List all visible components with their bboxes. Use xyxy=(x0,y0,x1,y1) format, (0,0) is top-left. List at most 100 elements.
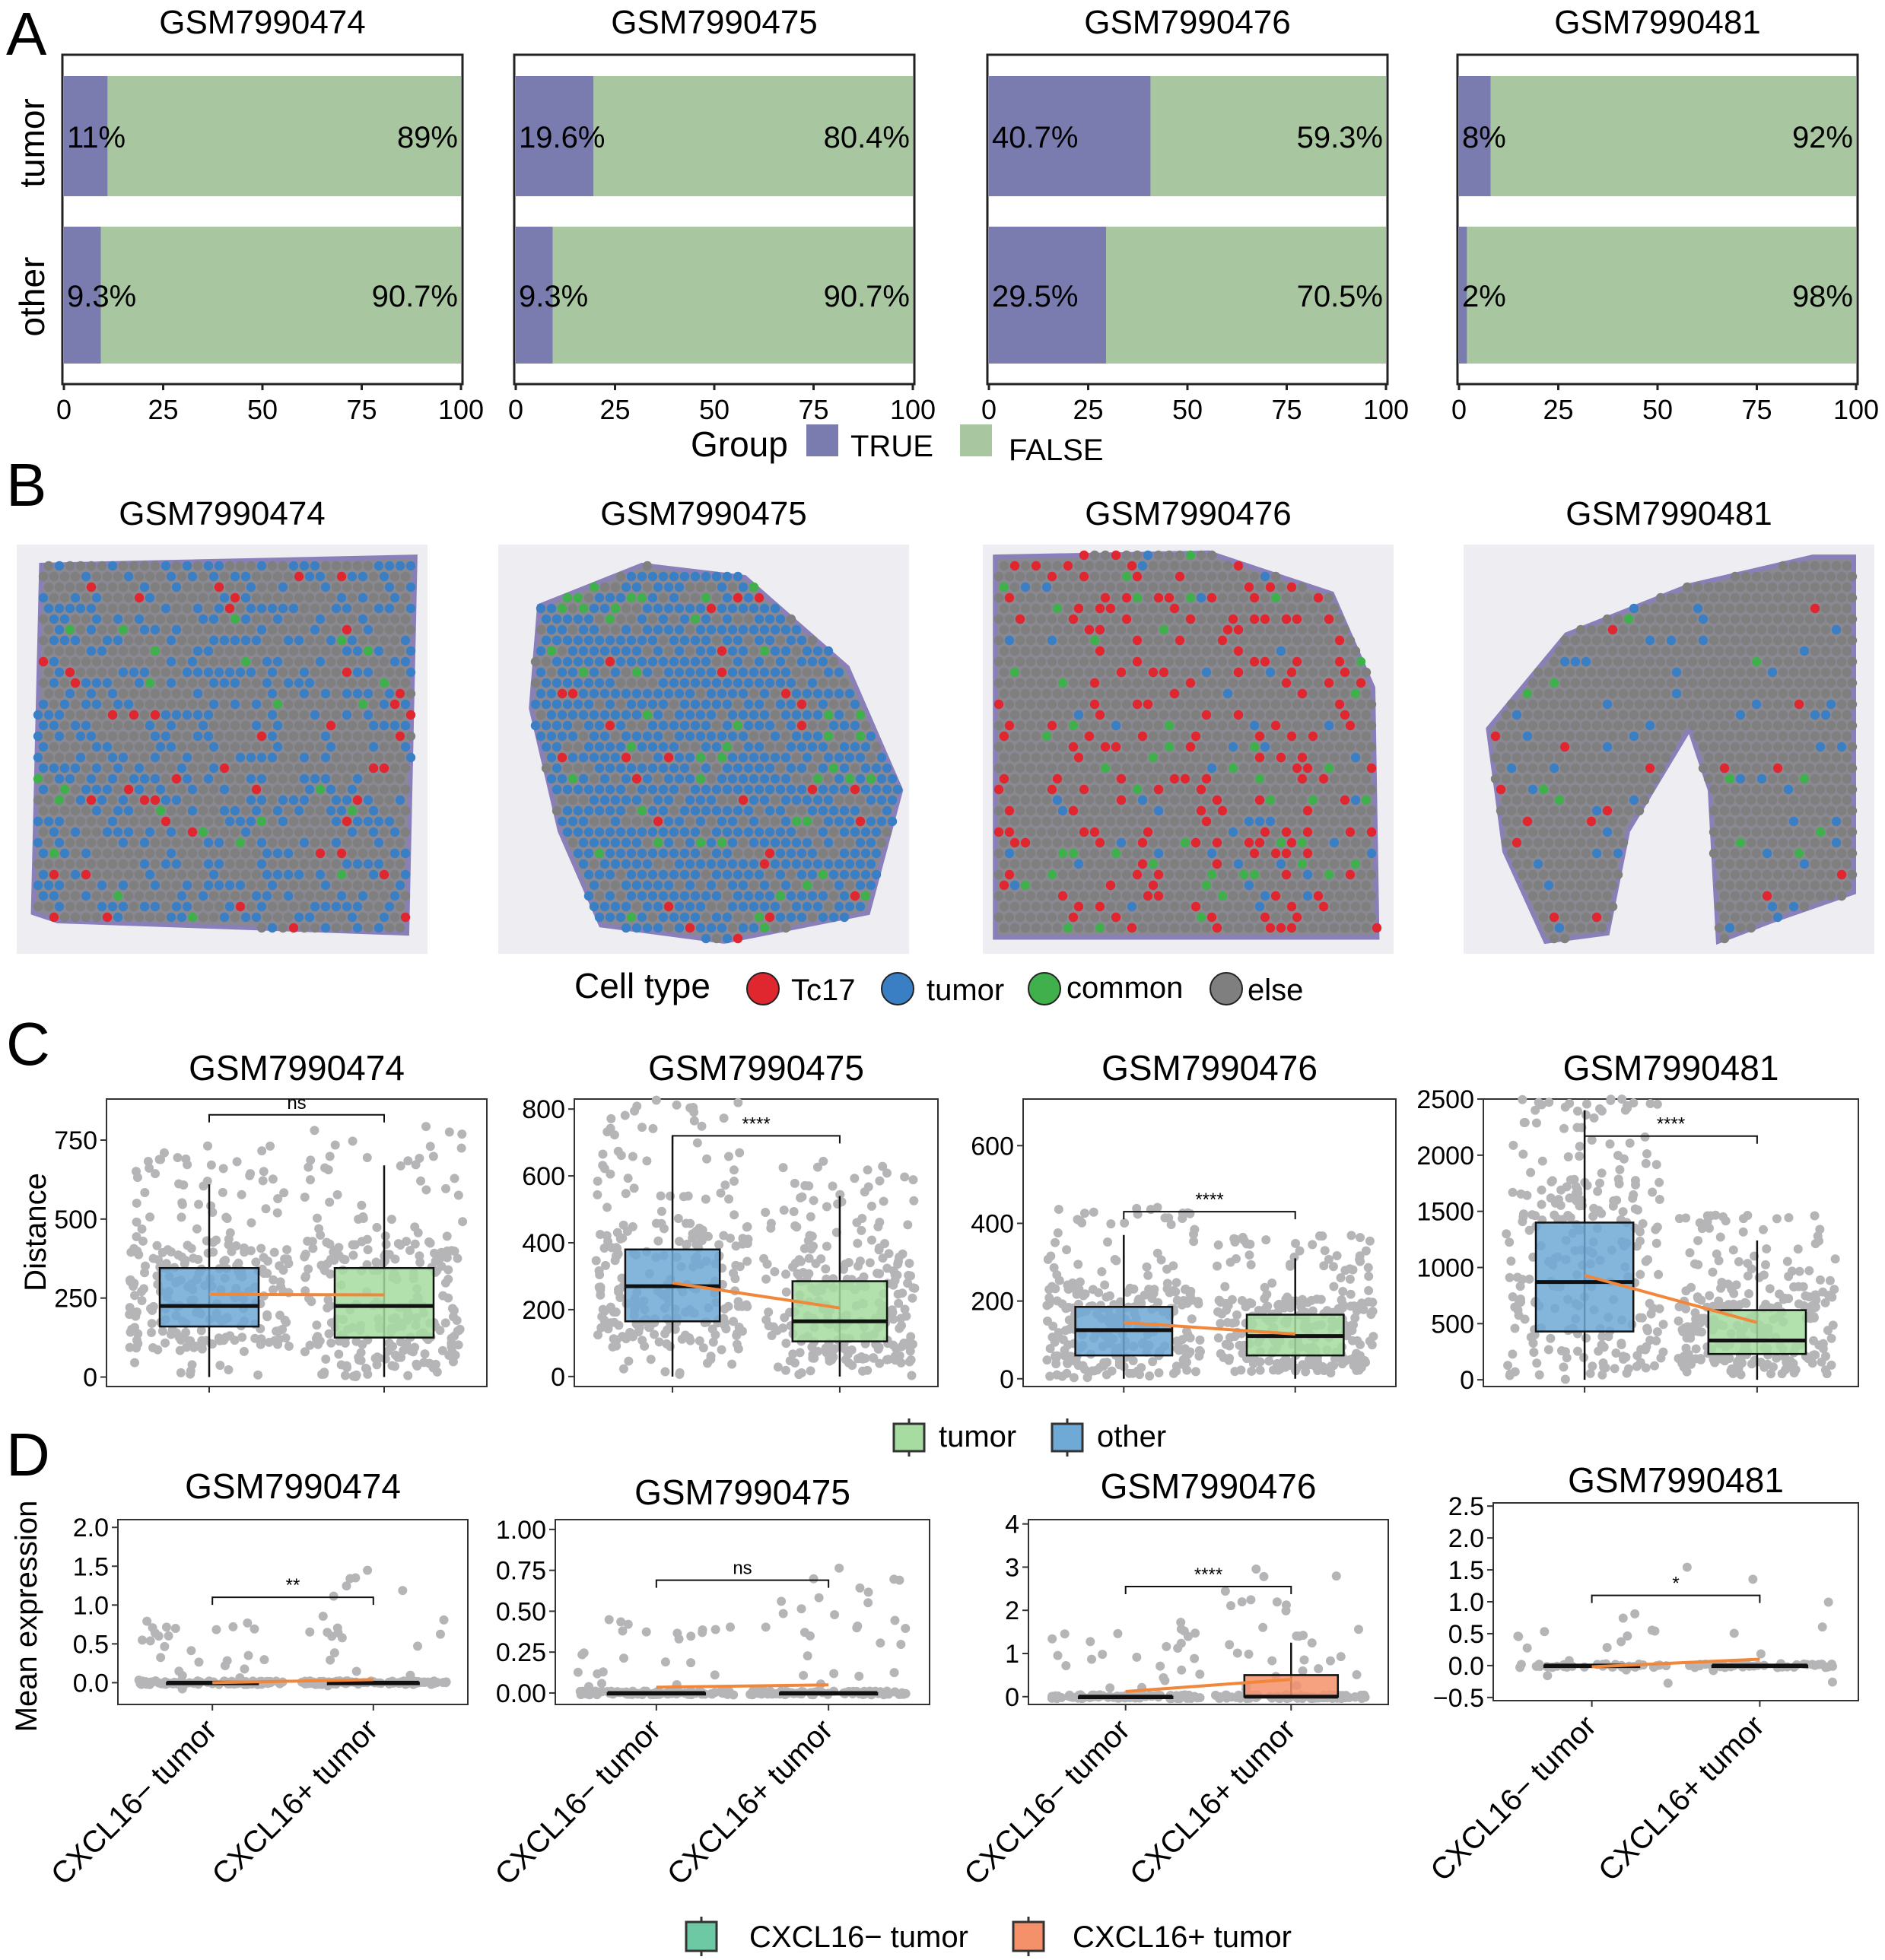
b-spot-tumor xyxy=(123,827,134,837)
b-spot-else xyxy=(123,635,134,646)
b-spot-else xyxy=(1020,752,1031,763)
b-spot-else xyxy=(706,816,717,827)
c-point xyxy=(173,1153,183,1163)
b-spot-tc17 xyxy=(1068,742,1079,752)
b-spot-tumor xyxy=(262,656,272,667)
b-spot-else xyxy=(347,848,358,859)
a-label-false: 59.3% xyxy=(1297,121,1383,154)
b-spot-tc17 xyxy=(352,795,363,805)
b-spot-else xyxy=(1047,763,1057,774)
c-point xyxy=(326,1254,335,1264)
b-spot-else xyxy=(1095,561,1105,571)
c-point xyxy=(716,1188,726,1198)
b-spot-else xyxy=(1538,720,1549,731)
a-label-true: 8% xyxy=(1462,121,1506,154)
b-spot-else xyxy=(1105,667,1116,678)
b-spot-else xyxy=(1201,624,1212,635)
b-spot-else xyxy=(1703,710,1714,720)
b-spot-tc17 xyxy=(1116,667,1127,678)
b-spot-tc17 xyxy=(65,667,75,678)
b-spot-tc17 xyxy=(326,720,336,731)
b-spot-tc17 xyxy=(1302,848,1313,859)
b-spot-common xyxy=(1350,859,1361,869)
b-spot-else xyxy=(1522,795,1533,805)
b-spot-tumor xyxy=(647,784,658,795)
b-spot-tc17 xyxy=(855,816,866,827)
b-spot-else xyxy=(1842,624,1852,635)
b-spot-tumor xyxy=(759,603,770,614)
b-spot-else xyxy=(1794,635,1804,646)
b-spot-else xyxy=(1538,763,1549,774)
b-spot-else xyxy=(182,795,192,805)
b-spot-else xyxy=(81,805,91,816)
b-spot-tumor xyxy=(594,805,605,816)
b-spot-tumor xyxy=(91,614,102,624)
b-spot-tumor xyxy=(738,667,749,678)
b-spot-else xyxy=(1244,923,1254,933)
b-spot-else xyxy=(49,592,59,603)
b-spot-else xyxy=(1714,646,1724,656)
c-point xyxy=(148,1342,158,1352)
b-spot-else xyxy=(631,816,642,827)
b-spot-else xyxy=(1238,763,1249,774)
b-spot-tumor xyxy=(557,731,567,742)
b-spot-tumor xyxy=(283,635,294,646)
b-spot-else xyxy=(1575,667,1586,678)
b-spot-else xyxy=(1565,731,1575,742)
b-spot-else xyxy=(637,678,647,688)
b-spot-else xyxy=(1724,603,1735,614)
b-spot-tumor xyxy=(54,667,65,678)
b-spot-else xyxy=(363,923,374,933)
b-spot-else xyxy=(310,859,320,869)
b-spot-else xyxy=(1084,816,1095,827)
b-spot-tumor xyxy=(1645,635,1655,646)
b-spot-else xyxy=(610,774,621,784)
b-spot-tumor xyxy=(240,635,251,646)
b-spot-else xyxy=(1137,603,1148,614)
b-spot-tc17 xyxy=(1249,848,1260,859)
b-spot-else xyxy=(1196,656,1206,667)
b-spot-else xyxy=(310,923,320,933)
b-spot-tumor xyxy=(384,561,395,571)
b-spot-else xyxy=(1308,923,1318,933)
b-spot-else xyxy=(1329,646,1340,656)
b-spot-tumor xyxy=(866,731,876,742)
b-spot-else xyxy=(1826,720,1836,731)
b-spot-else xyxy=(876,837,887,848)
b-spot-else xyxy=(1121,720,1132,731)
b-spot-else xyxy=(1836,571,1847,582)
b-spot-else xyxy=(363,561,374,571)
b-spot-tumor xyxy=(642,859,653,869)
b-spot-tumor xyxy=(711,827,722,837)
b-spot-tumor xyxy=(796,869,807,880)
b-spot-else xyxy=(1517,848,1527,859)
b-spot-else xyxy=(113,571,123,582)
b-spot-else xyxy=(1143,678,1153,688)
b-spot-else xyxy=(1772,827,1783,837)
c-point xyxy=(133,1339,143,1348)
b-spot-else xyxy=(1137,880,1148,891)
b-spot-tumor xyxy=(775,805,786,816)
b-spot-else xyxy=(1634,763,1645,774)
b-spot-else xyxy=(246,624,256,635)
b-spot-tc17 xyxy=(1233,710,1244,720)
c-point xyxy=(335,1336,345,1346)
b-spot-tumor xyxy=(701,678,711,688)
b-spot-else xyxy=(1238,848,1249,859)
b-spot-else xyxy=(1836,699,1847,710)
b-spot-tumor xyxy=(727,710,738,720)
b-spot-else xyxy=(1041,901,1052,912)
b-spot-tumor xyxy=(1265,816,1276,827)
b-spot-tumor xyxy=(669,827,679,837)
b-spot-else xyxy=(615,699,626,710)
b-spot-else xyxy=(999,688,1009,699)
b-spot-else xyxy=(262,912,272,923)
b-spot-tumor xyxy=(669,635,679,646)
b-spot-tumor xyxy=(727,752,738,763)
b-spot-else xyxy=(1650,646,1661,656)
b-spot-tc17 xyxy=(733,592,743,603)
b-spot-else xyxy=(844,795,855,805)
b-spot-tumor xyxy=(1244,816,1254,827)
b-spot-else xyxy=(1719,720,1730,731)
b-spot-tumor xyxy=(685,603,695,614)
